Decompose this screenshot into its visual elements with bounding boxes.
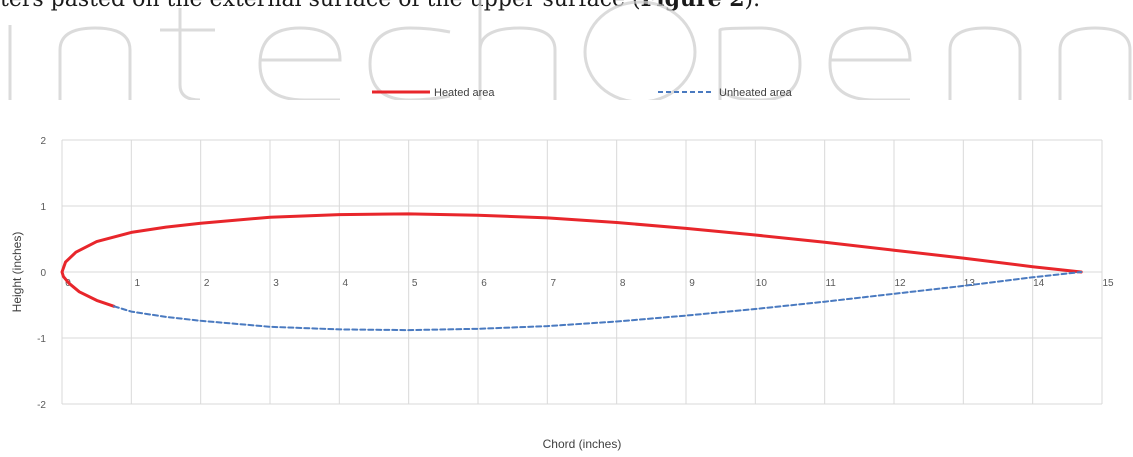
x-tick-label: 11 xyxy=(825,278,836,289)
x-tick-label: 12 xyxy=(894,278,906,289)
y-axis-label: Height (inches) xyxy=(10,232,24,313)
series-line-unheated xyxy=(113,271,1083,332)
x-tick-label: 8 xyxy=(620,278,626,289)
x-tick-label: 7 xyxy=(551,278,557,289)
x-tick-label: 10 xyxy=(756,278,768,289)
x-axis-label: Chord (inches) xyxy=(543,437,622,451)
x-tick-label: 9 xyxy=(689,278,695,289)
series-line-heated xyxy=(60,212,1083,308)
x-tick-label: 5 xyxy=(412,278,418,289)
caption-text-after: ). xyxy=(745,0,761,12)
x-tick-label: 1 xyxy=(135,278,141,289)
y-tick-label: 0 xyxy=(40,268,46,279)
x-tick-label: 15 xyxy=(1102,278,1114,289)
watermark-logo xyxy=(8,0,1132,100)
legend-label-unheated: Unheated area xyxy=(719,87,793,99)
x-tick-label: 4 xyxy=(343,278,349,289)
x-tick-label: 13 xyxy=(964,278,976,289)
legend: Heated area Unheated area xyxy=(372,87,793,99)
series-lines xyxy=(60,212,1083,332)
x-tick-label: 14 xyxy=(1033,278,1045,289)
grid-lines xyxy=(61,139,1103,405)
x-tick-label: 2 xyxy=(204,278,210,289)
y-tick-label: -2 xyxy=(37,400,46,411)
x-tick-label: 3 xyxy=(273,278,279,289)
legend-label-heated: Heated area xyxy=(434,87,495,99)
y-tick-label: 2 xyxy=(40,136,46,147)
x-tick-label: 6 xyxy=(481,278,487,289)
y-tick-label: 1 xyxy=(40,202,46,213)
y-tick-label: -1 xyxy=(37,334,46,345)
